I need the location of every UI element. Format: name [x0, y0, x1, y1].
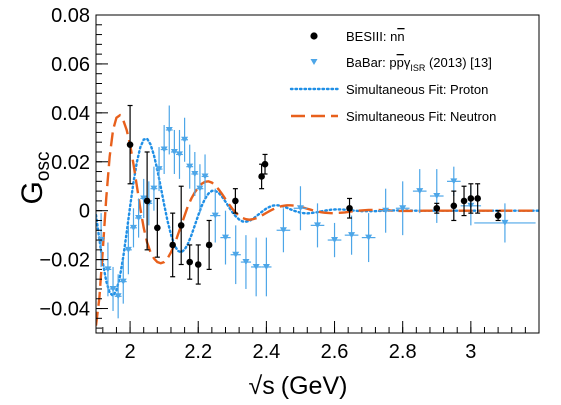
besiii-point	[126, 104, 134, 185]
legend-label-proton-fit: Simultaneous Fit: Proton	[346, 82, 488, 97]
y-tick-label: 0.06	[51, 54, 90, 76]
babar-point	[181, 117, 189, 162]
x-axis-title: √s (GeV)	[249, 372, 348, 400]
y-tick-label: −0.02	[39, 250, 90, 272]
babar-point	[261, 237, 272, 297]
besiii-point	[154, 197, 161, 258]
besiii-point	[346, 197, 353, 219]
besiii-point	[169, 212, 176, 278]
x-axis: 2 2.2 2.4 2.6 2.8 3	[102, 321, 540, 363]
babar-point	[327, 222, 342, 258]
babar-point	[344, 215, 359, 255]
y-axis: −0.04 −0.02 0 0.02 0.04 0.06 0.08	[39, 5, 108, 329]
besiii-point	[450, 190, 458, 222]
besiii-point	[433, 202, 441, 214]
besiii-point	[143, 151, 151, 251]
svg-text:√s(GeV): √s (GeV)	[249, 372, 348, 400]
babar-point	[114, 274, 122, 319]
y-axis-title-sub: osc	[33, 152, 54, 182]
babar-point	[230, 225, 241, 285]
besiii-point	[467, 183, 475, 214]
babar-point	[155, 147, 163, 192]
babar-point	[150, 166, 158, 211]
plot-frame	[95, 14, 540, 334]
neutron-fit-line	[96, 113, 539, 326]
babar-point	[429, 169, 444, 223]
besiii-point	[177, 185, 185, 266]
babar-point	[104, 242, 112, 297]
babar-point	[129, 208, 137, 248]
besiii-point	[494, 210, 502, 222]
babar-point	[395, 181, 410, 236]
y-tick-label: 0.02	[51, 152, 90, 174]
x-tick-label: 3	[465, 341, 476, 363]
babar-point	[378, 188, 393, 233]
legend-entry-besiii: BESIII: nn	[310, 29, 405, 44]
babar-point	[160, 125, 168, 174]
babar-point	[220, 210, 231, 265]
besiii-point	[460, 185, 468, 217]
babar-point	[196, 164, 204, 214]
x-tick-label: 2.8	[389, 341, 417, 363]
babar-point	[109, 266, 117, 311]
babar-point	[276, 208, 291, 253]
besiii-point	[261, 153, 269, 175]
besiii-point	[205, 219, 213, 270]
legend: BESIII: nn BaBar: ppγISR (2013) [13] Sim…	[289, 29, 496, 124]
legend-entry-proton-fit: Simultaneous Fit: Proton	[289, 82, 488, 97]
babar-point	[361, 213, 376, 263]
babar-point	[124, 225, 132, 275]
legend-entry-neutron-fit: Simultaneous Fit: Neutron	[291, 109, 496, 124]
x-tick-label: 2.2	[184, 341, 212, 363]
babar-point	[191, 151, 199, 197]
legend-label-babar: BaBar: ppγISR (2013) [13]	[346, 55, 492, 73]
babar-point	[474, 203, 536, 243]
x-tick-label: 2.4	[252, 341, 280, 363]
x-tick-label: 2.6	[321, 341, 349, 363]
babar-point	[251, 237, 262, 297]
x-axis-title-unit: (GeV)	[281, 372, 348, 400]
babar-point	[310, 203, 325, 248]
y-axis-title-main: G	[16, 181, 49, 204]
legend-label-besiii: BESIII: nn	[346, 29, 405, 44]
besiii-point	[194, 244, 202, 285]
y-tick-label: 0	[79, 201, 90, 223]
besiii-point	[474, 183, 481, 214]
babar-point	[175, 129, 183, 179]
data-layer	[96, 104, 539, 326]
y-axis-title: Gosc	[16, 152, 54, 205]
y-tick-label: 0.08	[51, 5, 90, 27]
besiii-point	[186, 244, 194, 280]
y-tick-label: 0.04	[51, 103, 90, 125]
x-tick-label: 2	[125, 341, 136, 363]
babar-point	[210, 188, 221, 243]
babar-point	[240, 235, 252, 289]
besiii-point	[232, 188, 239, 214]
babar-point	[186, 144, 194, 189]
legend-label-neutron-fit: Simultaneous Fit: Neutron	[346, 109, 496, 124]
besiii-point	[258, 163, 265, 190]
legend-marker-besiii	[310, 32, 318, 40]
x-axis-title-var: s	[262, 372, 275, 400]
babar-point	[119, 259, 127, 304]
babar-point	[201, 154, 209, 199]
babar-point	[135, 198, 143, 238]
y-tick-label: −0.04	[39, 299, 90, 321]
legend-marker-babar	[310, 59, 318, 65]
x-axis-title-root: √	[249, 372, 263, 400]
babar-point	[293, 186, 308, 231]
babar-point	[165, 105, 173, 155]
legend-entry-babar: BaBar: ppγISR (2013) [13]	[310, 55, 492, 73]
babar-point	[412, 169, 427, 214]
